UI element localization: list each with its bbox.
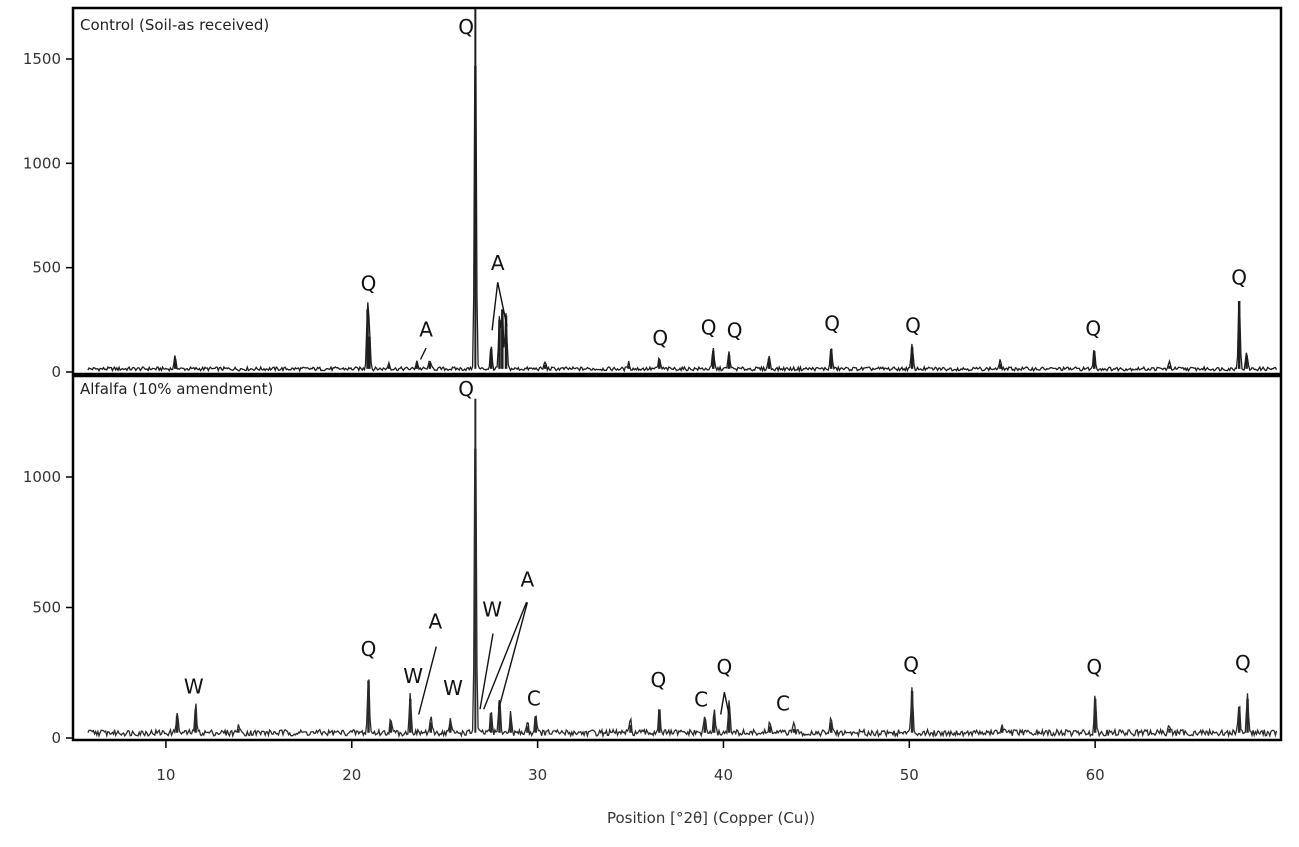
x-tick-label: 10 — [156, 766, 175, 784]
peak-label: Q — [905, 313, 921, 337]
y-tick-label: 500 — [32, 599, 61, 617]
peak-label: C — [527, 686, 541, 710]
y-tick-label: 0 — [51, 363, 61, 381]
x-tick-label: 20 — [342, 766, 361, 784]
alfalfa-y-axis: 0 500 1000 — [23, 468, 73, 747]
peak-label: W — [443, 676, 463, 700]
control-panel: Control (Soil-as received) 050010001500 … — [23, 6, 1283, 381]
x-tick-label: 40 — [714, 766, 733, 784]
alfalfa-panel-title: Alfalfa (10% amendment) — [80, 380, 273, 398]
peak-label: Q — [458, 15, 474, 39]
peak-label: Q — [1235, 651, 1251, 675]
x-tick-label: 50 — [900, 766, 919, 784]
control-series-line — [87, 65, 1278, 373]
control-panel-title: Control (Soil-as received) — [80, 16, 269, 34]
peak-label: Q — [651, 668, 667, 692]
peak-label: C — [694, 688, 708, 712]
peak-label: W — [482, 598, 502, 622]
peak-label: Q — [717, 655, 733, 679]
y-tick-label: 500 — [32, 259, 61, 277]
x-tick-label: 60 — [1086, 766, 1105, 784]
peak-label: Q — [361, 637, 377, 661]
label-leader-line — [497, 602, 529, 710]
control-y-axis: 0 500 1000 1500 — [23, 50, 73, 381]
y-tick-label: 1500 — [23, 50, 61, 68]
peak-label: Q — [1086, 655, 1102, 679]
y-tick-label: 1000 — [23, 154, 61, 172]
peak-label: Q — [1231, 265, 1247, 289]
peak-label: Q — [652, 326, 668, 350]
x-axis-title: Position [°2θ] (Copper (Cu)) — [607, 809, 815, 827]
peak-label: W — [403, 664, 423, 688]
peak-label: A — [491, 251, 505, 275]
peak-label: C — [776, 692, 790, 716]
y-tick-label: 1000 — [23, 468, 61, 486]
peak-label: A — [429, 609, 443, 633]
y-tick-label: 0 — [51, 729, 61, 747]
peak-label: Q — [903, 652, 919, 676]
peak-label: W — [184, 675, 204, 699]
peak-label: Q — [727, 319, 743, 343]
peak-label: A — [521, 568, 535, 592]
alfalfa-series — [87, 398, 1278, 739]
label-leader-line — [418, 646, 437, 715]
peak-label: Q — [1085, 316, 1101, 340]
peak-label: Q — [824, 311, 840, 335]
peak-label: Q — [701, 315, 717, 339]
label-leader-line — [491, 282, 508, 331]
alfalfa-panel-frame — [71, 374, 1283, 742]
label-leader-line — [419, 347, 427, 360]
peak-label: Q — [458, 377, 474, 401]
label-leader-line — [483, 602, 528, 710]
peak-label: Q — [361, 272, 377, 296]
label-leader-line — [479, 633, 494, 710]
peak-label: A — [419, 318, 433, 342]
label-leader-line — [720, 692, 730, 715]
x-tick-label: 30 — [528, 766, 547, 784]
alfalfa-series-line — [87, 448, 1278, 739]
x-axis: 10 20 30 40 50 60 — [156, 740, 1105, 784]
control-panel-frame — [71, 6, 1283, 376]
control-series — [87, 9, 1278, 373]
